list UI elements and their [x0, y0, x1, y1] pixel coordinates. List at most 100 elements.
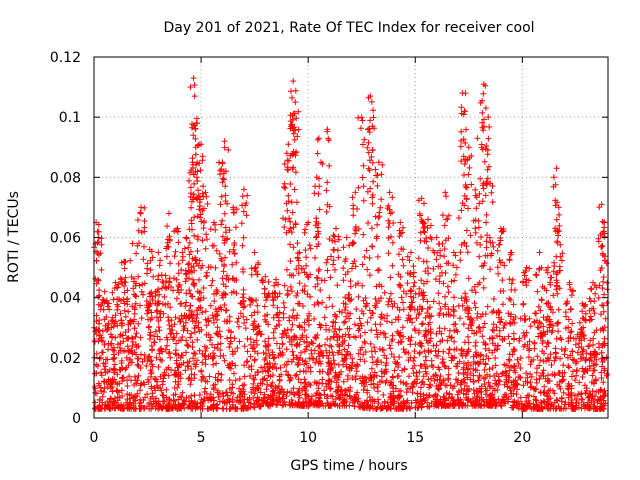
- data-point: [193, 403, 200, 410]
- data-point: [150, 273, 157, 280]
- data-point: [262, 338, 268, 345]
- data-point: [514, 403, 521, 410]
- data-point: [381, 398, 388, 405]
- data-point: [188, 330, 195, 337]
- data-point: [551, 263, 558, 270]
- data-point: [425, 270, 432, 277]
- data-point: [375, 400, 382, 407]
- data-point: [330, 357, 337, 364]
- data-point: [284, 207, 291, 214]
- data-point: [374, 253, 381, 260]
- data-point: [449, 355, 456, 361]
- data-point: [138, 315, 145, 322]
- data-point: [276, 290, 283, 297]
- data-point: [239, 294, 246, 301]
- data-point: [240, 297, 247, 304]
- data-point: [162, 272, 169, 279]
- data-point: [196, 347, 203, 354]
- data-point: [282, 330, 289, 337]
- data-point: [359, 344, 366, 351]
- data-point: [140, 291, 147, 298]
- data-point: [183, 299, 190, 306]
- data-point: [185, 375, 192, 382]
- data-point: [255, 323, 262, 329]
- data-point: [288, 272, 295, 279]
- data-point: [154, 378, 161, 385]
- data-point: [288, 229, 295, 236]
- data-point: [554, 320, 560, 327]
- data-point: [569, 320, 576, 327]
- data-point: [492, 355, 499, 361]
- data-point: [484, 371, 490, 378]
- data-point: [168, 323, 175, 330]
- data-point: [155, 384, 161, 391]
- data-point: [342, 318, 349, 325]
- data-point: [109, 289, 116, 296]
- data-point: [369, 354, 376, 360]
- data-point: [133, 250, 140, 257]
- data-point: [481, 320, 488, 327]
- data-point: [463, 298, 470, 305]
- data-point: [357, 404, 364, 411]
- data-point: [510, 402, 517, 409]
- data-point: [426, 304, 433, 311]
- data-point: [483, 181, 490, 188]
- data-point: [446, 333, 453, 340]
- data-point: [343, 361, 350, 368]
- data-point: [355, 225, 362, 232]
- data-point: [416, 339, 423, 346]
- data-point: [180, 327, 187, 334]
- data-point: [209, 312, 216, 319]
- data-point: [148, 315, 155, 321]
- data-point: [288, 326, 295, 333]
- data-point: [294, 290, 301, 297]
- data-point: [357, 356, 364, 363]
- data-point: [508, 390, 515, 397]
- data-point: [587, 285, 594, 292]
- data-point: [261, 286, 268, 292]
- data-point: [460, 378, 466, 385]
- data-point: [464, 374, 471, 381]
- data-point: [477, 328, 484, 335]
- data-point: [421, 200, 427, 207]
- data-point: [345, 331, 352, 338]
- data-point: [560, 362, 567, 369]
- data-point: [128, 347, 135, 354]
- data-point: [295, 126, 302, 133]
- data-point: [441, 377, 447, 384]
- data-point: [124, 396, 131, 403]
- data-point: [92, 385, 99, 392]
- data-point: [388, 394, 395, 401]
- data-point: [361, 383, 368, 390]
- data-point: [498, 316, 505, 323]
- data-point: [170, 334, 177, 341]
- data-point: [436, 300, 443, 307]
- data-point: [145, 307, 152, 314]
- data-point: [212, 264, 219, 271]
- data-point: [148, 369, 155, 376]
- data-point: [544, 393, 551, 400]
- data-point: [333, 225, 339, 232]
- data-point: [329, 237, 336, 244]
- data-point: [433, 234, 440, 241]
- data-point: [469, 327, 475, 334]
- data-point: [339, 402, 346, 409]
- data-point: [364, 397, 371, 404]
- data-point: [327, 386, 334, 392]
- data-point: [430, 298, 437, 305]
- data-point: [302, 395, 309, 402]
- data-point: [317, 324, 324, 331]
- data-point: [200, 225, 207, 231]
- data-point: [197, 196, 204, 203]
- data-point: [191, 180, 198, 187]
- data-point: [564, 298, 571, 305]
- data-point: [162, 284, 169, 291]
- data-point: [527, 379, 534, 386]
- data-point: [160, 392, 167, 399]
- data-point: [362, 329, 368, 336]
- data-point: [336, 395, 343, 401]
- data-point: [205, 318, 212, 325]
- data-point: [325, 371, 332, 378]
- data-point: [347, 278, 354, 285]
- data-point: [272, 398, 279, 404]
